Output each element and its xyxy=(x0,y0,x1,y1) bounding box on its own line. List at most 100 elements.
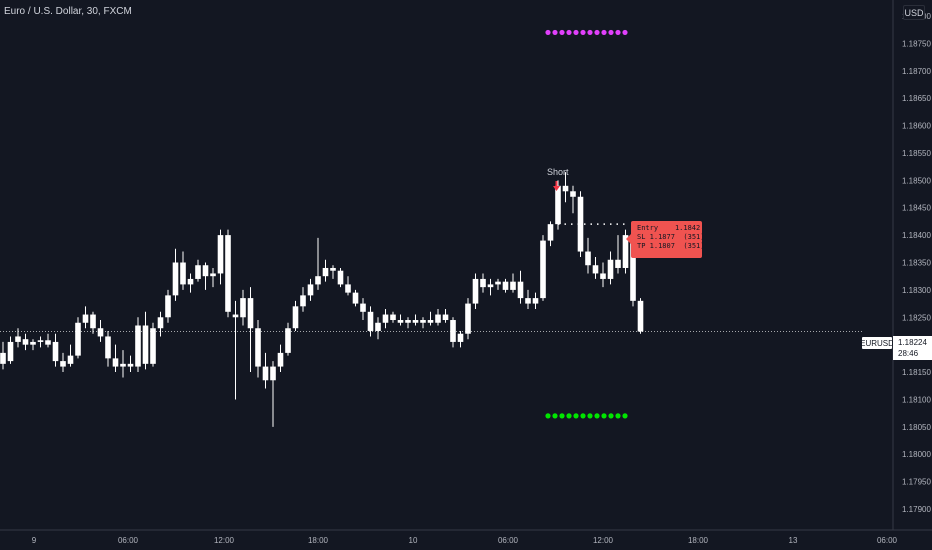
candle-body xyxy=(607,259,614,279)
candle-body xyxy=(52,341,59,362)
level-dot xyxy=(608,413,614,419)
candle-body xyxy=(487,284,494,288)
candle-body xyxy=(277,352,284,367)
level-dot xyxy=(559,29,565,36)
candle-body xyxy=(592,265,599,274)
candle-body xyxy=(202,265,209,277)
currency-button[interactable]: USD xyxy=(903,5,925,20)
candle-body xyxy=(345,284,351,293)
tp-row: TP 1.1807 (351) xyxy=(637,242,705,251)
candle-body xyxy=(300,295,306,307)
candle-body xyxy=(397,320,404,323)
last-price-label: 1.18224 28:46 xyxy=(893,336,932,360)
level-dot xyxy=(573,29,579,36)
candle-body xyxy=(360,303,366,312)
candle-body xyxy=(472,278,479,304)
time-tick-label: 06:00 xyxy=(498,536,519,545)
candle-body xyxy=(112,358,119,367)
time-tick-label: 18:00 xyxy=(688,536,709,545)
level-dot xyxy=(622,413,628,419)
tp-pips: (351) xyxy=(683,242,705,250)
candle-body xyxy=(292,306,299,329)
candle-body xyxy=(637,300,644,332)
candle-body xyxy=(195,265,201,279)
entry-row: Entry 1.1842 xyxy=(637,224,702,233)
price-tick-label: 1.18250 xyxy=(902,313,931,322)
price-tick-label: 1.17900 xyxy=(902,505,931,514)
candle-body xyxy=(90,314,96,329)
candle-body xyxy=(135,325,141,367)
level-dot xyxy=(545,29,551,36)
price-axis[interactable]: 1.188001.187501.187001.186501.186001.185… xyxy=(902,12,931,514)
candle-body xyxy=(622,235,629,268)
candle-body xyxy=(262,366,269,381)
price-tick-label: 1.18750 xyxy=(902,39,931,48)
candle-body xyxy=(510,281,516,290)
candle-body xyxy=(255,328,261,367)
sl-value: 1.1877 xyxy=(649,233,675,241)
candle-body xyxy=(442,314,449,321)
candle-body xyxy=(630,235,636,301)
level-dot xyxy=(587,413,593,419)
time-tick-label: 18:00 xyxy=(308,536,329,545)
candle-body xyxy=(75,322,81,356)
price-tick-label: 1.18600 xyxy=(902,122,931,131)
candle-body xyxy=(427,320,434,323)
level-dot xyxy=(594,413,600,419)
candle-body xyxy=(15,336,21,342)
level-dot xyxy=(573,413,579,419)
candle-body xyxy=(97,328,104,337)
candle-body xyxy=(315,276,321,285)
level-dot xyxy=(559,413,565,419)
time-tick-label: 10 xyxy=(409,536,418,545)
chart-title: Euro / U.S. Dollar, 30, FXCM xyxy=(4,6,132,17)
level-dot xyxy=(566,29,572,36)
time-tick-label: 12:00 xyxy=(214,536,235,545)
candle-body xyxy=(37,340,44,342)
candle-body xyxy=(165,295,171,318)
candle-body xyxy=(232,314,239,318)
time-axis[interactable]: 9 06:00 12:00 18:00 10 06:00 12:00 18:00 13 06:00 xyxy=(32,536,898,545)
candle-body xyxy=(457,333,464,342)
price-tick-label: 1.18300 xyxy=(902,286,931,295)
candle-body xyxy=(142,325,149,364)
candle-body xyxy=(217,235,224,274)
candle-body xyxy=(390,314,396,321)
candle-body xyxy=(547,224,554,241)
tp-value: 1.1807 xyxy=(649,242,675,250)
time-tick-label: 12:00 xyxy=(593,536,614,545)
candle-body xyxy=(465,303,471,334)
price-tick-label: 1.18350 xyxy=(902,259,931,268)
candle-body xyxy=(157,317,164,329)
signal-label: Short xyxy=(547,167,569,177)
symbol-tag: EURUSD xyxy=(860,337,894,349)
candle-body xyxy=(172,262,179,296)
time-tick-label: 9 xyxy=(32,536,37,545)
candle-body xyxy=(0,352,6,364)
candle-body xyxy=(82,314,89,323)
candle-body xyxy=(420,320,426,323)
sl-row: SL 1.1877 (351) xyxy=(637,233,704,242)
time-tick-label: 06:00 xyxy=(118,536,139,545)
candle-body xyxy=(517,281,524,299)
candle-body xyxy=(150,328,156,364)
candle-body xyxy=(367,311,374,331)
price-tick-label: 1.18550 xyxy=(902,149,931,158)
candle-body xyxy=(285,328,291,353)
level-dot xyxy=(552,29,558,36)
candle-body xyxy=(105,336,111,359)
sl-label: SL xyxy=(637,233,646,241)
candle-body xyxy=(555,185,561,225)
candle-body xyxy=(405,320,411,323)
price-tick-label: 1.18150 xyxy=(902,368,931,377)
candle-body xyxy=(382,314,389,323)
take-profit-dots xyxy=(545,413,628,419)
candle-body xyxy=(375,322,381,331)
candle-body xyxy=(495,281,501,285)
trade-info-box: Entry 1.1842 SL 1.1877 (351) TP 1.1807 (… xyxy=(626,221,705,258)
price-tick-label: 1.18500 xyxy=(902,176,931,185)
price-tick-label: 1.18450 xyxy=(902,204,931,213)
candle-body xyxy=(570,191,576,197)
price-tick-label: 1.18100 xyxy=(902,395,931,404)
